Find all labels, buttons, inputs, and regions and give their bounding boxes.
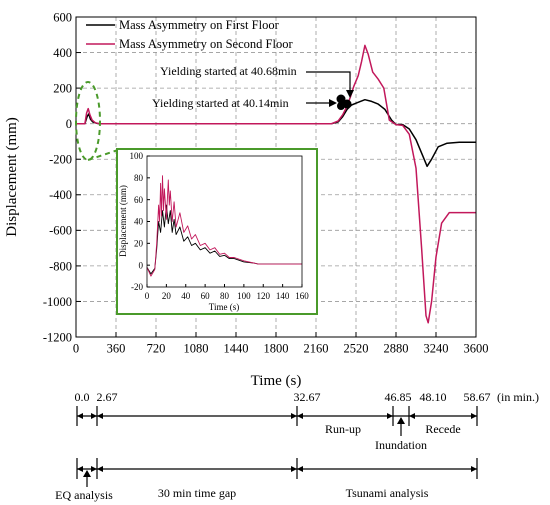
yield-marker-first-floor: [336, 94, 346, 104]
x-tick-label: 20: [162, 291, 172, 301]
x-tick-label: 80: [220, 291, 230, 301]
y-tick-label: 0: [66, 117, 72, 131]
phase-runup: Run-up: [325, 422, 361, 436]
x-tick-label: 100: [237, 291, 251, 301]
y-tick-label: 400: [53, 46, 72, 60]
x-tick-label: 2880: [384, 342, 409, 356]
timeline-label-5: 58.67: [464, 390, 491, 404]
series-line-1: [146, 175, 302, 277]
x-tick-label: 160: [295, 291, 309, 301]
legend: Mass Asymmetry on First Floor Mass Asymm…: [86, 18, 293, 51]
y-tick-label: -400: [49, 188, 72, 202]
timeline-label-3: 46.85: [385, 390, 412, 404]
x-tick-label: 360: [107, 342, 126, 356]
timeline-label-1: 2.67: [97, 390, 118, 404]
annotation-arrowhead-second-floor: [346, 90, 354, 98]
phase-tsunami-analysis: Tsunami analysis: [346, 486, 429, 500]
y-tick-label: 200: [53, 81, 72, 95]
phase-inundation: Inundation: [375, 438, 427, 452]
zoom-ellipse: [75, 81, 101, 161]
x-tick-label: 3600: [464, 342, 489, 356]
annotation-arrow-second-floor: [306, 71, 351, 96]
x-axis-ticks: 0 360 720 1080 1440 1800 2160 2520 2880 3240 3600: [73, 332, 489, 356]
x-tick-label: 120: [257, 291, 271, 301]
series-line-1: [76, 44, 476, 324]
series-line-0: [146, 204, 302, 275]
annotation-arrowhead-first-floor: [329, 99, 337, 107]
x-tick-label: 0: [145, 291, 150, 301]
x-tick-label: 40: [181, 291, 191, 301]
timeline: 0.0 2.67 32.67 46.85 48.10 58.67 (in min…: [55, 390, 539, 502]
inset-series-lines: [146, 175, 302, 277]
plot-frame: [75, 16, 477, 338]
x-tick-label: 2160: [304, 342, 329, 356]
timeline-label-2: 32.67: [294, 390, 321, 404]
yield-annotations: Yielding started at 40.68min Yielding st…: [152, 64, 354, 110]
yield-marker-overlap: [337, 102, 345, 110]
y-tick-label: -800: [49, 259, 72, 273]
x-tick-label: 1800: [264, 342, 289, 356]
y-tick-label: 600: [53, 10, 72, 24]
inset-y-axis-label: Displacement (mm): [118, 185, 128, 257]
y-tick-label: 80: [134, 173, 144, 183]
phase-recede: Recede: [425, 422, 460, 436]
timeline-label-0: 0.0: [75, 390, 90, 404]
y-tick-label: -20: [131, 282, 143, 292]
y-axis-ticks: 600 400 200 0 -200 -400 -600 -800 -1000 -1200: [43, 10, 81, 344]
phase-time-gap: 30 min time gap: [158, 486, 236, 500]
annotation-yield-first-floor: Yielding started at 40.14min: [152, 96, 289, 110]
x-tick-label: 3240: [424, 342, 449, 356]
x-tick-label: 140: [276, 291, 290, 301]
y-tick-label: 0: [139, 260, 144, 270]
y-tick-label: -200: [49, 153, 72, 167]
y-tick-label: -600: [49, 224, 72, 238]
legend-label-second-floor: Mass Asymmetry on Second Floor: [119, 37, 293, 51]
x-tick-label: 60: [201, 291, 211, 301]
x-tick-label: 1080: [184, 342, 209, 356]
legend-label-first-floor: Mass Asymmetry on First Floor: [119, 18, 280, 32]
series-line-0: [76, 98, 476, 168]
y-axis-label: Displacement (mm): [4, 117, 20, 237]
timeline-label-4: 48.10: [420, 390, 447, 404]
x-axis-label: Time (s): [251, 373, 302, 389]
inset-plot-frame: [146, 155, 303, 288]
x-tick-label: 720: [147, 342, 166, 356]
y-tick-label: -1000: [43, 295, 72, 309]
y-tick-label: -1200: [43, 330, 72, 344]
x-tick-label: 0: [73, 342, 79, 356]
x-tick-label: 1440: [224, 342, 249, 356]
inset-x-axis-ticks: 0 20 40 60 80 100 120 140 160: [145, 284, 309, 301]
y-tick-label: 20: [134, 238, 144, 248]
y-tick-label: 100: [130, 151, 144, 161]
zoom-callout: [75, 81, 119, 161]
x-tick-label: 2520: [344, 342, 369, 356]
series-lines: [76, 44, 476, 324]
annotation-yield-second-floor: Yielding started at 40.68min: [160, 64, 297, 78]
inset-x-axis-label: Time (s): [209, 302, 239, 312]
phase-eq-analysis: EQ analysis: [55, 488, 113, 502]
y-tick-label: 60: [134, 195, 144, 205]
y-tick-label: 40: [134, 217, 144, 227]
timeline-unit: (in min.): [497, 390, 539, 404]
inset-frame: [116, 148, 318, 315]
